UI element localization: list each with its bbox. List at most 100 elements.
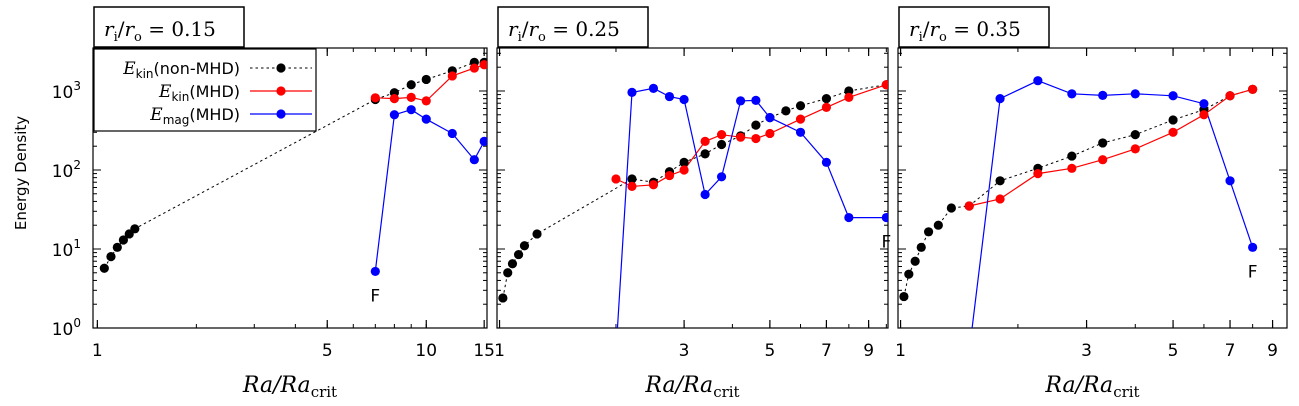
legend-label: Ekin(MHD): [158, 82, 240, 104]
data-point: [1248, 84, 1258, 94]
data-point: [106, 252, 116, 262]
series-group: [498, 80, 888, 356]
data-point: [1168, 91, 1178, 101]
data-point: [881, 212, 888, 223]
data-point: [795, 101, 806, 111]
data-point: [99, 263, 109, 273]
data-point: [648, 83, 659, 93]
x-tick-label: 10: [415, 341, 437, 361]
data-point: [923, 227, 934, 237]
data-point: [995, 194, 1005, 204]
panel-3: ri/ro = 0.35 1 3 5 7 9 Ra/Racrit F: [895, 6, 1288, 401]
data-point: [765, 113, 775, 123]
y-tick-label: 101: [52, 237, 81, 261]
data-point: [910, 256, 920, 266]
x-axis-label: Ra/Racrit: [644, 373, 739, 401]
panel-2: ri/ro = 0.25 1 3 5 7 9 Ra/Racrit F: [494, 6, 891, 401]
data-point: [389, 94, 399, 104]
data-point: [627, 181, 637, 191]
series-line-2: [969, 88, 1253, 207]
data-point: [1168, 127, 1178, 137]
x-tick-label: 5: [764, 341, 775, 361]
legend: Ekin(non-MHD)Ekin(MHD)Emag(MHD): [93, 48, 317, 132]
data-point: [964, 201, 974, 211]
data-point: [1098, 155, 1108, 165]
data-point: [507, 259, 518, 269]
data-point: [1130, 144, 1140, 154]
x-axis-label: Ra/Racrit: [242, 373, 337, 401]
data-point: [933, 220, 943, 230]
x-tick-label: 15: [473, 341, 495, 361]
data-point: [1067, 89, 1077, 99]
x-tick-label: 3: [1081, 341, 1092, 361]
y-axis-label: Energy Density: [12, 116, 30, 230]
x-tick-label: 1: [92, 341, 103, 361]
series-group: [899, 76, 1258, 356]
data-point: [1199, 110, 1209, 120]
data-point: [1168, 115, 1178, 125]
data-point: [389, 110, 399, 120]
plot-frame: [897, 47, 1288, 329]
y-tick-label: 103: [52, 79, 81, 103]
data-point: [716, 139, 727, 150]
data-point: [751, 133, 761, 144]
data-point: [447, 71, 457, 81]
x-axis-label: Ra/Racrit: [1044, 373, 1139, 401]
legend-label: Emag(MHD): [149, 105, 240, 127]
data-point: [844, 92, 854, 102]
series-group: [99, 57, 487, 277]
data-point: [498, 293, 508, 303]
data-point: [370, 266, 380, 277]
data-point: [370, 93, 380, 103]
data-point: [1248, 242, 1258, 252]
data-point: [1098, 138, 1108, 148]
data-point: [112, 242, 122, 252]
data-point: [1067, 151, 1077, 161]
data-point: [648, 180, 659, 190]
data-point: [130, 224, 140, 234]
data-point: [1067, 163, 1077, 173]
data-point: [1098, 90, 1108, 100]
data-point: [965, 347, 974, 356]
data-point: [611, 347, 620, 356]
data-point: [904, 269, 914, 279]
data-point: [899, 291, 909, 302]
data-point: [421, 96, 431, 106]
data-point: [821, 102, 832, 112]
x-tick-label: 7: [1225, 341, 1236, 361]
x-tick-label: 7: [821, 341, 832, 361]
legend-marker: [276, 86, 286, 96]
legend-label: Ekin(non-MHD): [122, 59, 240, 81]
x-tick-label: 9: [863, 341, 874, 361]
data-point: [406, 80, 416, 90]
data-point: [469, 63, 479, 73]
x-tick-label: 1: [895, 341, 906, 361]
data-point: [751, 120, 761, 130]
data-point: [447, 128, 457, 139]
data-point: [513, 249, 524, 260]
data-point: [479, 136, 487, 147]
data-point: [765, 128, 775, 139]
data-point: [821, 157, 832, 167]
data-point: [503, 268, 513, 278]
data-point: [881, 80, 888, 90]
data-point: [664, 91, 675, 102]
data-point: [611, 174, 621, 184]
data-point: [532, 229, 542, 239]
panel-title-box: [898, 6, 1050, 48]
data-point: [700, 136, 710, 147]
data-point: [679, 165, 689, 175]
annotation-F: F: [881, 233, 891, 253]
data-point: [679, 157, 689, 167]
data-point: [716, 130, 727, 140]
annotation-F: F: [1248, 262, 1258, 282]
data-point: [821, 94, 832, 104]
data-point: [118, 235, 128, 245]
series-line-1: [502, 84, 887, 299]
y-tick-label: 100: [52, 316, 81, 340]
panel-title-box: [497, 6, 649, 48]
data-point: [736, 96, 746, 106]
data-point: [627, 87, 637, 97]
